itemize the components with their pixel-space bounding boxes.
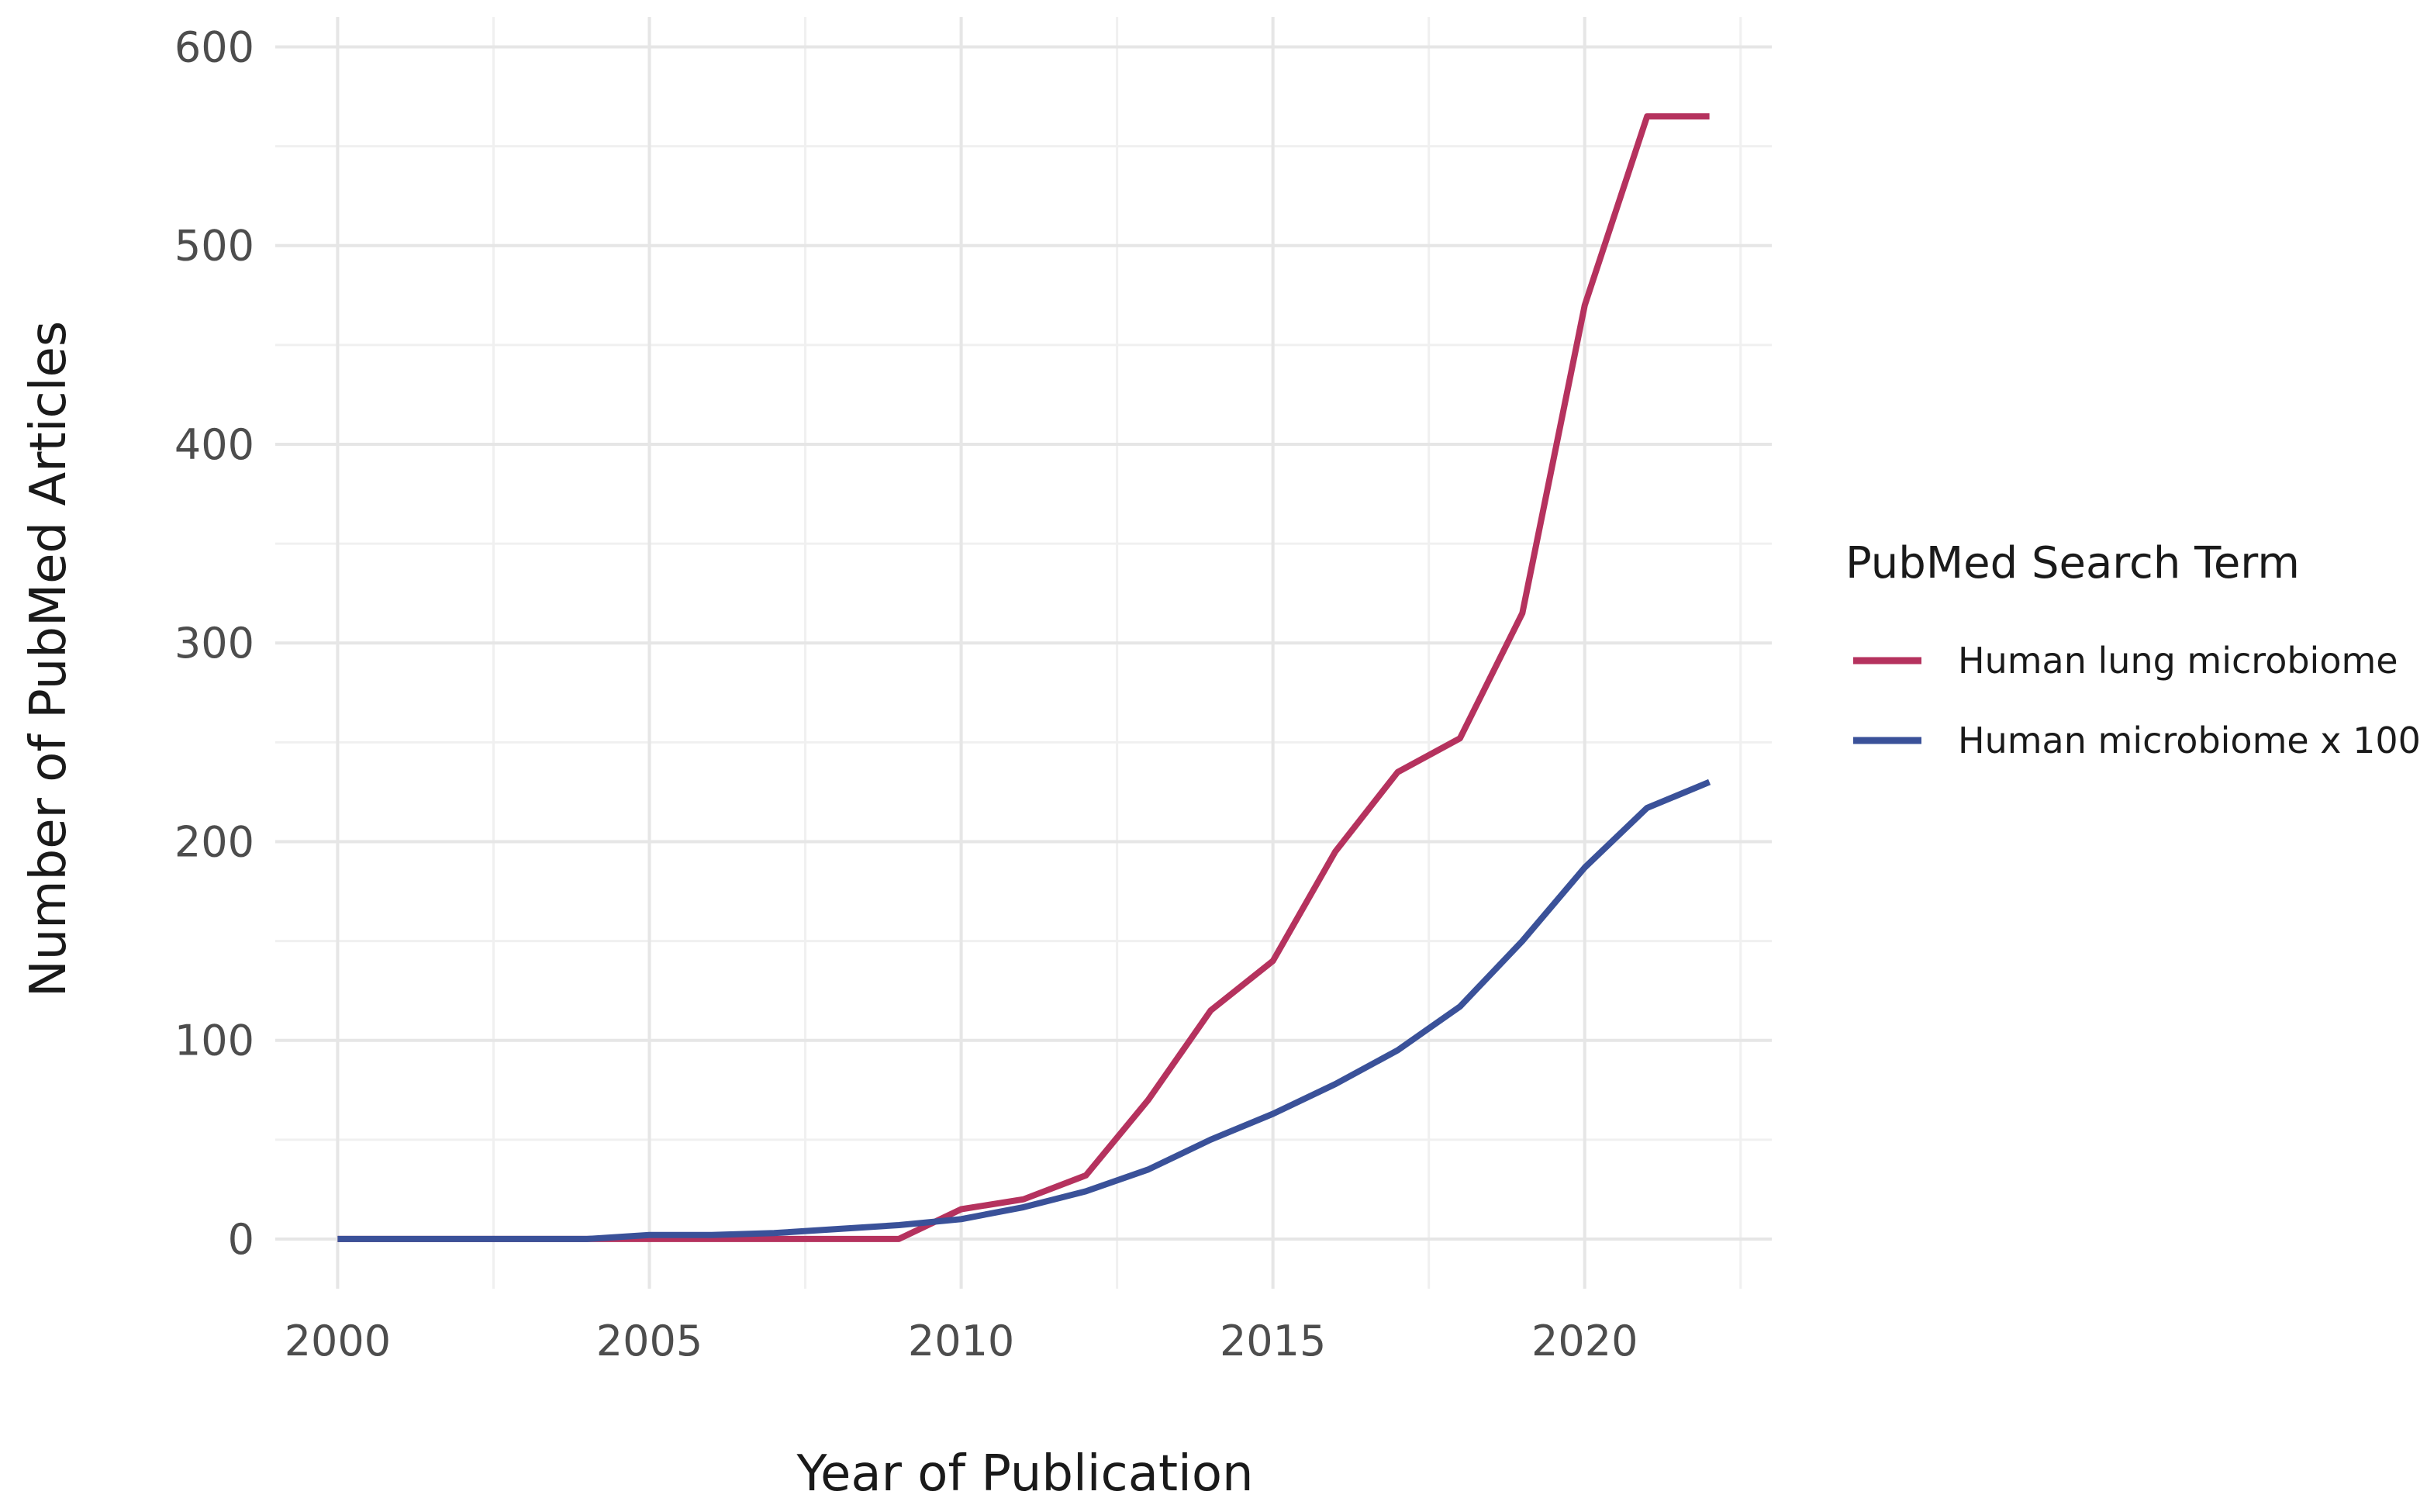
y-axis-title: Number of PubMed Articles [20,321,78,997]
y-tick-label: 300 [174,619,254,668]
grid [275,17,1772,1289]
series-lines [337,113,1711,1242]
series-line-1 [337,113,1710,1242]
x-axis-title: Year of Publication [796,1445,1253,1503]
y-axis-ticks: 0 100 200 300 400 500 600 [174,22,254,1264]
x-axis-ticks: 2000 2005 2010 2015 2020 [285,1317,1638,1365]
x-tick-label: 2010 [908,1317,1014,1365]
legend: PubMed Search Term Human lung microbiome… [1845,538,2421,761]
legend-label-1: Human lung microbiome [1958,640,2398,682]
x-tick-label: 2005 [596,1317,703,1365]
y-tick-label: 500 [174,222,254,271]
legend-label-2: Human microbiome x 100 [1958,720,2421,761]
x-tick-label: 2015 [1220,1317,1326,1365]
series-line-2 [337,778,1711,1242]
y-tick-label: 400 [174,420,254,469]
y-tick-label: 100 [174,1017,254,1065]
legend-title: PubMed Search Term [1845,538,2300,589]
x-tick-label: 2000 [285,1317,391,1365]
legend-items: Human lung microbiome Human microbiome x … [1853,640,2421,761]
y-tick-label: 600 [174,22,254,71]
y-tick-label: 200 [174,817,254,866]
x-tick-label: 2020 [1531,1317,1638,1365]
y-tick-label: 0 [228,1215,254,1264]
